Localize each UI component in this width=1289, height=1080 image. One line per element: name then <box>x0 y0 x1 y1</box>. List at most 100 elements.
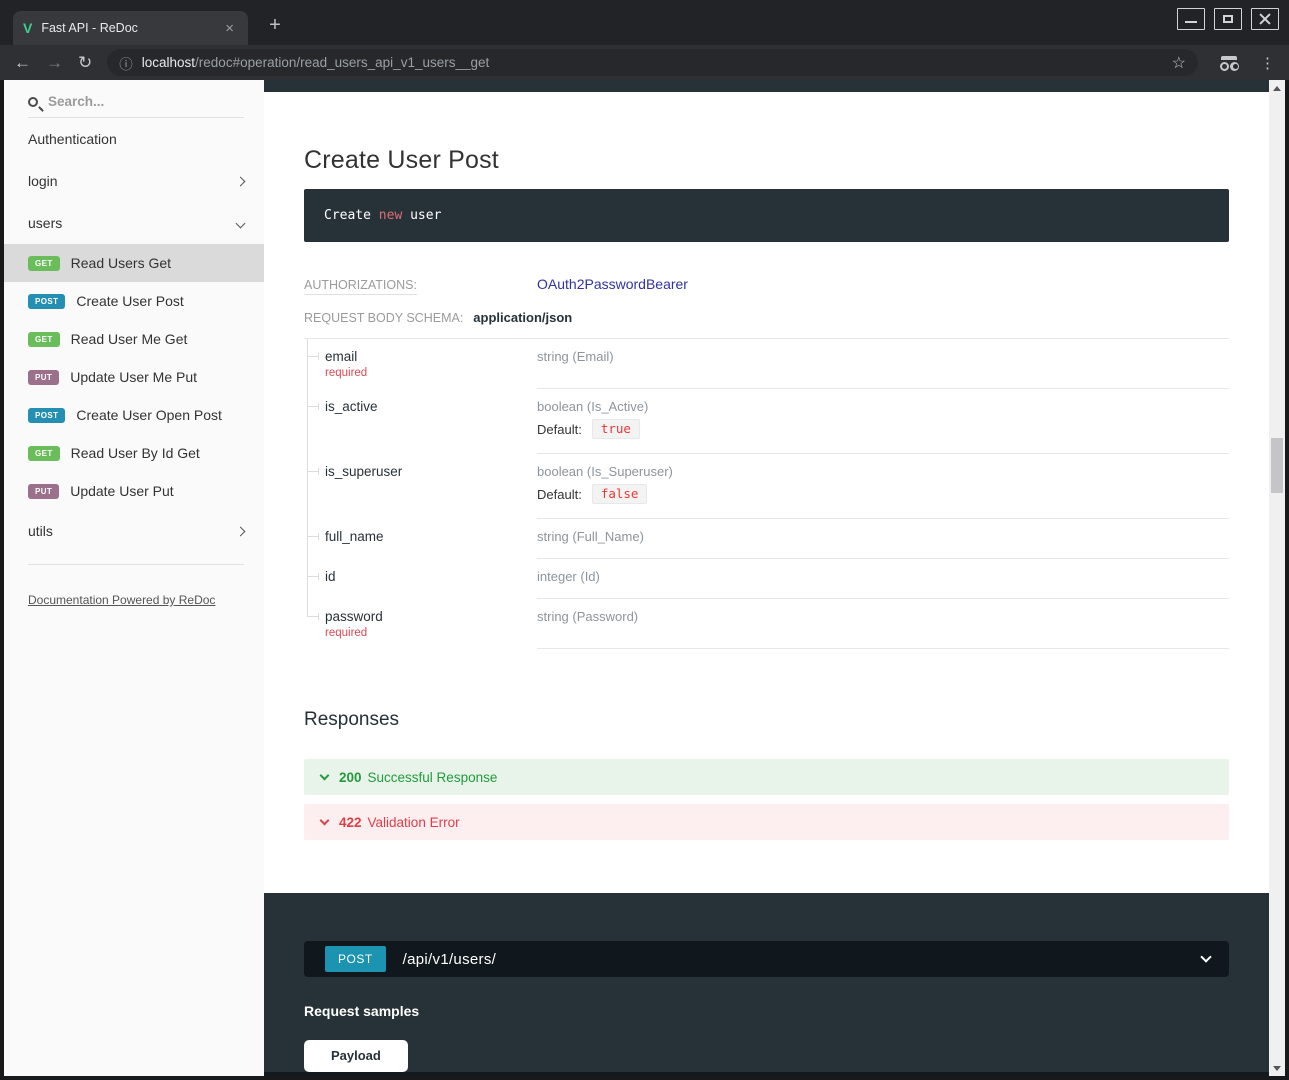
address-bar[interactable]: ⓘ localhost/redoc#operation/read_users_a… <box>107 49 1198 76</box>
scrollbar-thumb[interactable] <box>1271 438 1283 493</box>
field-row-is-superuser: is_superuser boolean (Is_Superuser) Defa… <box>304 454 1229 519</box>
field-name-cell: email required <box>304 339 537 389</box>
sidebar: Authentication login users GET Read User… <box>4 80 264 1076</box>
redoc-link[interactable]: Documentation Powered by ReDoc <box>28 593 216 607</box>
request-body-schema-row: REQUEST BODY SCHEMA: application/json <box>304 310 1229 339</box>
field-row-full-name: full_name string (Full_Name) <box>304 519 1229 559</box>
operation-doc: Create User Post Create new user AUTHORI… <box>264 92 1269 893</box>
field-row-email: email required string (Email) <box>304 339 1229 389</box>
reload-icon[interactable]: ↻ <box>78 53 93 72</box>
sidebar-item-update-user-put[interactable]: PUT Update User Put <box>4 472 264 510</box>
sidebar-item-read-user-me-get[interactable]: GET Read User Me Get <box>4 320 264 358</box>
default-value-line: Default: false <box>537 484 1229 504</box>
field-type-cell: string (Password) <box>537 599 1229 649</box>
sidebar-item-read-user-by-id-get[interactable]: GET Read User By Id Get <box>4 434 264 472</box>
browser-tab[interactable]: V Fast API - ReDoc × <box>13 11 248 45</box>
sidebar-item-utils[interactable]: utils <box>4 510 264 552</box>
method-badge-get: GET <box>28 445 60 461</box>
window-controls <box>1177 8 1279 30</box>
bookmark-star-icon[interactable]: ☆ <box>1171 54 1186 72</box>
field-type-cell: string (Email) <box>537 339 1229 389</box>
field-name-cell: password required <box>304 599 537 649</box>
browser-toolbar: ← → ↻ ⓘ localhost/redoc#operation/read_u… <box>0 45 1289 80</box>
incognito-icon <box>1217 54 1241 72</box>
field-type-cell: boolean (Is_Superuser) Default: false <box>537 454 1229 519</box>
browser-menu-icon[interactable]: ⋮ <box>1260 54 1275 72</box>
method-badge-put: PUT <box>28 369 60 385</box>
sidebar-item-authentication[interactable]: Authentication <box>28 131 117 147</box>
chevron-down-icon <box>1200 951 1212 963</box>
url-text[interactable]: localhost/redoc#operation/read_users_api… <box>141 55 490 70</box>
endpoint-dropdown[interactable]: POST /api/v1/users/ <box>304 941 1229 977</box>
chevron-right-icon <box>235 176 246 186</box>
method-badge-post: POST <box>28 407 66 423</box>
site-info-icon[interactable]: ⓘ <box>119 56 133 72</box>
sidebar-item-update-user-me-put[interactable]: PUT Update User Me Put <box>4 358 264 396</box>
chevron-right-icon <box>235 526 246 536</box>
endpoint-path: /api/v1/users/ <box>402 950 497 968</box>
default-value-badge: true <box>591 419 640 439</box>
response-422[interactable]: 422 Validation Error <box>304 804 1229 840</box>
redoc-app: Authentication login users GET Read User… <box>4 80 1285 1076</box>
payload-tab[interactable]: Payload <box>304 1040 408 1072</box>
default-value-badge: false <box>591 484 648 504</box>
divider <box>28 117 244 118</box>
sidebar-footer: Documentation Powered by ReDoc <box>4 577 264 623</box>
method-badge-get: GET <box>28 255 60 271</box>
search-row <box>4 80 264 117</box>
default-value-line: Default: true <box>537 419 1229 439</box>
tab-close-icon[interactable]: × <box>225 19 234 37</box>
code-sample-edge <box>264 1072 1269 1076</box>
chevron-down-icon <box>319 815 330 825</box>
close-button[interactable] <box>1251 8 1279 30</box>
field-type-cell: boolean (Is_Active) Default: true <box>537 389 1229 454</box>
field-name-cell: full_name <box>304 519 537 559</box>
request-samples-panel: POST /api/v1/users/ Request samples Payl… <box>264 893 1269 1076</box>
search-icon <box>28 96 38 107</box>
scroll-up-arrow-icon[interactable] <box>1269 80 1285 96</box>
tree-line <box>307 339 308 617</box>
divider <box>28 564 244 565</box>
new-tab-button[interactable]: + <box>269 14 281 36</box>
sidebar-item-create-user-post[interactable]: POST Create User Post <box>4 282 264 320</box>
main-content: Create User Post Create new user AUTHORI… <box>264 80 1269 1076</box>
responses-heading: Responses <box>304 709 400 730</box>
field-name-cell: id <box>304 559 537 599</box>
tab-title: Fast API - ReDoc <box>41 21 138 35</box>
page-scrollbar[interactable] <box>1269 80 1285 1076</box>
field-name-cell: is_superuser <box>304 454 537 519</box>
browser-titlebar: V Fast API - ReDoc × + <box>0 0 1289 45</box>
scroll-down-arrow-icon[interactable] <box>1269 1060 1285 1076</box>
schema-fields: email required string (Email) is_active … <box>304 339 1229 649</box>
method-badge-put: PUT <box>28 483 60 499</box>
response-200[interactable]: 200 Successful Response <box>304 759 1229 795</box>
operation-description-code: Create new user <box>304 189 1229 242</box>
field-row-is-active: is_active boolean (Is_Active) Default: t… <box>304 389 1229 454</box>
forward-icon[interactable]: → <box>46 53 63 72</box>
oauth2-link[interactable]: OAuth2PasswordBearer <box>537 276 688 292</box>
page-title: Create User Post <box>304 146 499 174</box>
request-samples-heading: Request samples <box>304 1003 420 1019</box>
method-badge-post: POST <box>28 293 66 309</box>
field-row-password: password required string (Password) <box>304 599 1229 649</box>
sidebar-item-create-user-open-post[interactable]: POST Create User Open Post <box>4 396 264 434</box>
sidebar-item-read-users-get[interactable]: GET Read Users Get <box>4 244 264 282</box>
field-row-id: id integer (Id) <box>304 559 1229 599</box>
search-input[interactable] <box>48 94 244 109</box>
request-body-schema-value: application/json <box>473 310 573 325</box>
previous-panel-edge <box>264 80 1269 92</box>
method-badge-post: POST <box>325 946 386 972</box>
chevron-down-icon <box>319 770 330 780</box>
authorizations-label: AUTHORIZATIONS: <box>304 278 537 295</box>
authorizations-row: AUTHORIZATIONS: OAuth2PasswordBearer <box>304 276 1229 295</box>
request-body-schema-label: REQUEST BODY SCHEMA: <box>304 311 464 325</box>
back-icon[interactable]: ← <box>14 53 31 72</box>
field-name-cell: is_active <box>304 389 537 454</box>
method-badge-get: GET <box>28 331 60 347</box>
field-type-cell: string (Full_Name) <box>537 519 1229 559</box>
field-type-cell: integer (Id) <box>537 559 1229 599</box>
sidebar-item-users[interactable]: users <box>4 202 264 244</box>
maximize-button[interactable] <box>1214 8 1242 30</box>
minimize-button[interactable] <box>1177 8 1205 30</box>
sidebar-item-login[interactable]: login <box>4 160 264 202</box>
